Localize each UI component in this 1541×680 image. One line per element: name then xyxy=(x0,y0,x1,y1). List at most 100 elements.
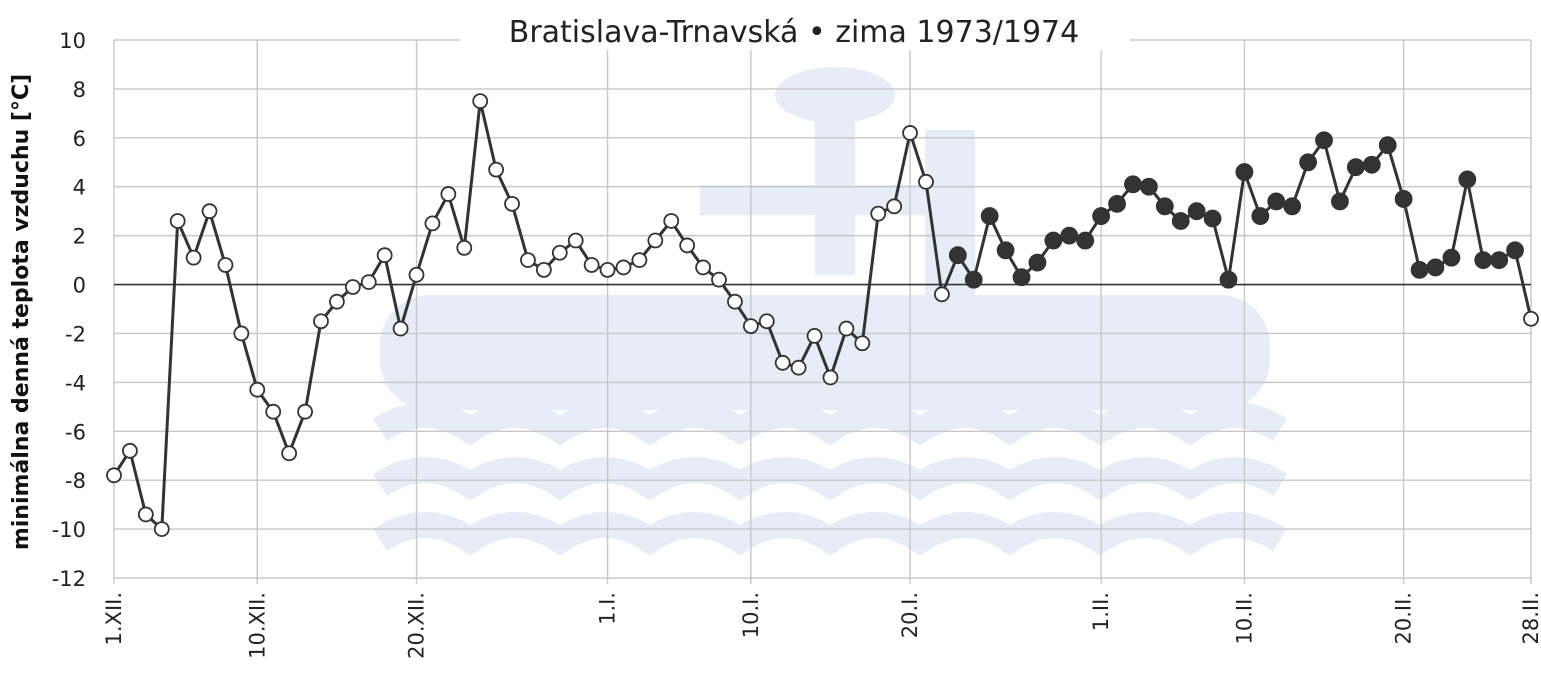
data-point-open xyxy=(297,403,313,420)
vertical-gridlines xyxy=(113,40,1532,584)
y-axis-label: minimálna denná teplota vzduchu [°C] xyxy=(9,74,34,550)
data-point-open xyxy=(599,261,616,278)
data-point-open xyxy=(313,313,329,330)
y-tick-label: -2 xyxy=(65,322,86,346)
y-tick-label: 8 xyxy=(73,78,86,102)
y-tick-label: -12 xyxy=(52,567,86,591)
data-point-open xyxy=(217,257,234,273)
y-tick-labels: 10 8 6 4 2 0 -2 -4 -6 -8 -10 -12 xyxy=(52,29,86,591)
data-point-open xyxy=(328,293,345,310)
data-point-open xyxy=(106,467,122,484)
x-tick-label: 20.II. xyxy=(1392,592,1416,644)
data-point-filled xyxy=(1203,209,1222,228)
x-tick-label: 10.II. xyxy=(1232,592,1256,644)
data-point-filled xyxy=(1060,226,1079,245)
data-point-open xyxy=(647,232,664,249)
x-tick-label: 1.II. xyxy=(1089,592,1113,631)
data-point-filled xyxy=(1346,158,1365,177)
data-point-open xyxy=(376,247,393,264)
data-point-open xyxy=(344,279,361,295)
data-point-open xyxy=(265,403,282,420)
data-point-filled xyxy=(1012,268,1031,287)
x-tick-label: 28.II. xyxy=(1519,592,1541,644)
data-point-filled xyxy=(1171,212,1190,230)
y-tick-label: 6 xyxy=(73,127,86,151)
data-point-open xyxy=(551,244,568,261)
data-point-open xyxy=(870,205,887,222)
x-tick-labels: 1.XII. 10.XII. 20.XII. 1.I. 10.I. 20.I. 1.II. 1… xyxy=(102,592,1541,659)
data-point-open xyxy=(440,186,457,202)
data-point-open xyxy=(663,213,680,229)
data-point-filled xyxy=(1108,194,1126,213)
data-point-filled xyxy=(980,207,999,225)
data-point-open xyxy=(934,286,950,303)
data-point-filled xyxy=(1251,207,1270,225)
watermark-wave xyxy=(372,402,1288,446)
data-point-open xyxy=(360,274,377,291)
data-point-open xyxy=(615,259,632,276)
data-point-open xyxy=(456,239,473,256)
data-point-open xyxy=(774,354,791,371)
data-point-open xyxy=(488,161,505,178)
y-tick-label: -4 xyxy=(65,371,86,395)
data-point-open xyxy=(249,381,266,398)
data-point-filled xyxy=(1426,258,1445,277)
data-point-open xyxy=(169,213,186,229)
data-point-filled xyxy=(996,241,1015,260)
chart-title: Bratislava-Trnavská • zima 1973/1974 xyxy=(509,15,1079,50)
x-tick-label: 20.I. xyxy=(898,592,922,638)
y-tick-label: -10 xyxy=(52,518,86,542)
x-tick-label: 10.I. xyxy=(739,592,763,638)
data-point-filled xyxy=(964,270,983,289)
data-point-filled xyxy=(1490,251,1509,269)
data-point-open xyxy=(408,266,425,283)
shmu-watermark xyxy=(372,67,1288,556)
data-point-filled xyxy=(1331,192,1349,211)
data-point-filled xyxy=(1187,202,1206,221)
data-point-open xyxy=(854,335,871,352)
data-point-open xyxy=(695,259,711,276)
data-point-open xyxy=(631,252,648,268)
data-point-filled xyxy=(1299,153,1318,172)
data-point-filled xyxy=(1155,197,1174,216)
data-point-filled xyxy=(1394,190,1413,208)
data-point-open xyxy=(727,293,743,310)
data-point-filled xyxy=(1124,175,1142,194)
data-point-open xyxy=(838,320,855,337)
data-point-open xyxy=(504,195,520,212)
data-point-filled xyxy=(1458,170,1477,189)
watermark-wave xyxy=(372,512,1288,556)
data-point-open xyxy=(137,506,154,523)
data-point-filled xyxy=(1506,241,1524,260)
data-point-filled xyxy=(1028,253,1047,272)
data-point-filled xyxy=(1044,231,1063,250)
data-point-open xyxy=(122,442,138,459)
data-point-open xyxy=(886,198,903,215)
data-point-open xyxy=(679,237,696,254)
y-tick-label: 0 xyxy=(73,274,86,298)
data-point-filled xyxy=(1378,136,1397,155)
data-point-open xyxy=(583,257,600,273)
title-background xyxy=(460,10,1130,50)
watermark-letters xyxy=(380,295,1270,410)
data-point-filled xyxy=(1235,163,1254,181)
data-point-open xyxy=(822,369,839,386)
data-point-open xyxy=(902,125,918,141)
data-point-open xyxy=(520,252,536,268)
data-point-open xyxy=(918,173,934,190)
data-point-filled xyxy=(1219,270,1238,289)
data-point-open xyxy=(1523,310,1539,327)
data-point-filled xyxy=(1362,155,1381,174)
data-point-filled xyxy=(1474,251,1493,269)
data-point-filled xyxy=(1442,248,1461,267)
y-tick-label: 10 xyxy=(59,29,86,53)
x-tick-label: 1.XII. xyxy=(102,592,126,645)
watermark-top xyxy=(775,67,895,123)
data-point-open xyxy=(281,445,298,462)
watermark-wave xyxy=(372,457,1288,501)
y-tick-label: 4 xyxy=(73,176,86,200)
data-point-filled xyxy=(1283,197,1302,216)
data-point-open xyxy=(233,325,250,342)
x-tick-label: 20.XII. xyxy=(405,592,429,659)
